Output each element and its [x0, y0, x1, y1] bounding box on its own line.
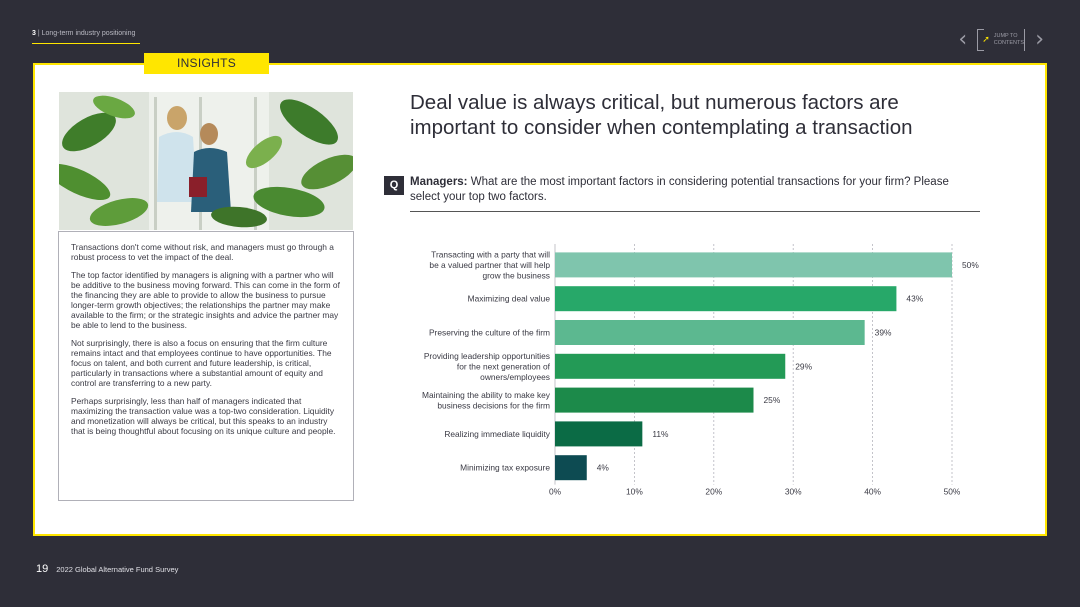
- data-label: 43%: [906, 294, 923, 304]
- body-paragraph: Perhaps surprisingly, less than half of …: [71, 396, 336, 436]
- x-tick-label: 40%: [864, 487, 881, 497]
- x-tick-label: 20%: [705, 487, 722, 497]
- x-tick-label: 30%: [785, 487, 802, 497]
- x-tick-label: 50%: [944, 487, 961, 497]
- breadcrumb-underline: [32, 43, 140, 44]
- office-photo: [59, 92, 353, 230]
- category-label: Maximizing deal value: [468, 294, 551, 304]
- x-tick-label: 10%: [626, 487, 643, 497]
- category-label: Realizing immediate liquidity: [444, 429, 550, 439]
- bar: [555, 286, 897, 312]
- question-badge: Q: [384, 176, 404, 195]
- bar: [555, 455, 587, 481]
- page-navigation: ‹ ➚ JUMP TO CONTENTS ›: [958, 29, 1044, 51]
- bar: [555, 421, 643, 447]
- category-label: Maintaining the ability to make key busin…: [422, 390, 551, 411]
- data-label: 4%: [597, 463, 610, 473]
- category-label: Minimizing tax exposure: [460, 463, 550, 473]
- document-title: 2022 Global Alternative Fund Survey: [56, 565, 179, 574]
- category-label: Providing leadership opportunities for th…: [424, 351, 551, 382]
- factors-bar-chart: 0% 10% 20% 30% 40% 50% 50% Transacting with a p…: [422, 244, 979, 497]
- survey-question: Managers: What are the most important fa…: [410, 175, 980, 205]
- question-text: What are the most important factors in c…: [410, 176, 949, 203]
- jump-to-contents-button[interactable]: ➚ JUMP TO CONTENTS: [977, 29, 1026, 51]
- category-label: Preserving the culture of the firm: [429, 328, 550, 338]
- section-number: 3: [32, 30, 36, 37]
- previous-page-chevron-icon[interactable]: ‹: [958, 27, 968, 52]
- data-label: 50%: [962, 260, 979, 270]
- body-paragraph: The top factor identified by managers is…: [71, 270, 340, 330]
- page-title: Deal value is always critical, but numer…: [410, 91, 913, 139]
- bar: [555, 387, 754, 413]
- footer: 19 2022 Global Alternative Fund Survey: [36, 563, 178, 575]
- question-divider: [410, 211, 980, 212]
- insight-text-box: Transactions don't come without risk, an…: [58, 231, 354, 501]
- next-page-chevron-icon[interactable]: ›: [1035, 27, 1044, 52]
- jump-to-contents-label: JUMP TO CONTENTS: [993, 33, 1024, 46]
- data-label: 29%: [795, 361, 812, 371]
- question-respondent: Managers:: [410, 176, 468, 188]
- page-number: 19: [36, 563, 49, 575]
- data-label: 25%: [764, 395, 781, 405]
- body-paragraph: Not surprisingly, there is also a focus …: [71, 338, 332, 388]
- data-label: 39%: [875, 328, 892, 338]
- bar: [555, 320, 865, 345]
- body-paragraph: Transactions don't come without risk, an…: [71, 242, 334, 262]
- bar: [555, 252, 952, 278]
- category-label: Transacting with a party that will be a v…: [429, 249, 550, 280]
- arrow-icon: ➚: [982, 35, 990, 45]
- breadcrumb[interactable]: 3 | Long-term industry positioning: [32, 30, 135, 37]
- data-label: 11%: [652, 429, 669, 439]
- x-tick-label: 0%: [549, 487, 562, 497]
- insights-tab: INSIGHTS: [144, 53, 269, 74]
- section-title: | Long-term industry positioning: [35, 30, 136, 37]
- bar: [555, 353, 786, 379]
- photo-illustration: [59, 92, 353, 230]
